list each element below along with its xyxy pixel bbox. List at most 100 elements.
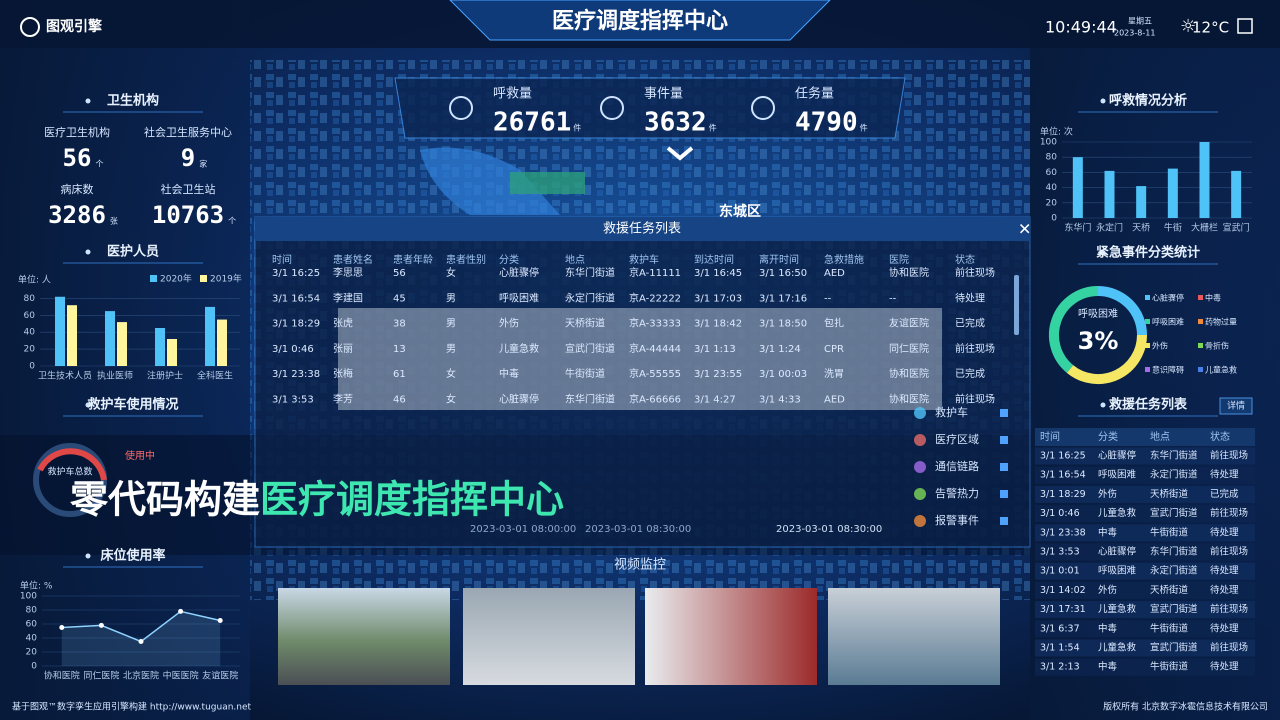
- y-tick-label: 40: [26, 634, 38, 644]
- x-tick-label: 大栅栏: [1191, 222, 1218, 234]
- exit-icon[interactable]: [1237, 18, 1253, 34]
- table-cell: 外伤: [1098, 488, 1117, 500]
- legend-label: 药物过量: [1205, 317, 1237, 327]
- table-cell: 3/1 16:54: [1040, 470, 1086, 481]
- table-cell: 宣武门街道: [1150, 603, 1198, 615]
- table-cell: 张虎: [333, 318, 353, 330]
- layer-checkbox[interactable]: [1000, 463, 1008, 471]
- table-cell: 3/1 17:03: [694, 293, 742, 304]
- donut-arc: [1097, 286, 1147, 336]
- details-button[interactable]: [1219, 397, 1253, 415]
- video-feed[interactable]: [278, 588, 450, 685]
- column-header: 救护车: [629, 253, 659, 266]
- layer-label: 告警热力: [935, 486, 979, 500]
- x-tick-label: 牛街: [1164, 222, 1182, 234]
- table-cell: 3/1 1:13: [694, 344, 736, 355]
- collapse-arrow[interactable]: [666, 146, 694, 161]
- table-cell: 东华门街道: [1150, 450, 1198, 462]
- table-cell: 协和医院: [889, 367, 929, 380]
- stat-icon: [600, 96, 624, 120]
- x-tick-label: 注册护士: [147, 370, 183, 382]
- column-header: 到达时间: [694, 253, 734, 266]
- temperature: 12°C: [1192, 19, 1229, 37]
- point: [178, 608, 184, 614]
- donut-value: 3%: [1078, 327, 1119, 355]
- point: [138, 639, 144, 644]
- table-cell: 中毒: [1098, 661, 1118, 673]
- table-cell: 女: [446, 367, 456, 380]
- table-cell: 京A-55555: [629, 367, 681, 380]
- layer-checkbox[interactable]: [1000, 490, 1008, 498]
- y-tick-label: 80: [1046, 153, 1058, 163]
- row-bg: [1035, 601, 1255, 619]
- table-cell: 3/1 18:29: [272, 319, 320, 330]
- table-cell: 京A-22222: [629, 291, 681, 304]
- table-cell: 心脏骤停: [1098, 450, 1137, 462]
- table-cell: 3/1 1:24: [759, 344, 801, 355]
- layer-checkbox[interactable]: [1000, 409, 1008, 417]
- table-cell: 3/1 16:54: [272, 293, 320, 304]
- table-cell: 京A-33333: [629, 317, 681, 330]
- table-cell: 38: [393, 319, 406, 330]
- stat-label: 医疗卫生机构: [44, 125, 110, 139]
- table-cell: 3/1 0:01: [1040, 566, 1080, 577]
- table-cell: 呼吸困难: [1098, 470, 1137, 481]
- title-dot: [85, 249, 91, 255]
- layer-label: 通信链路: [935, 459, 979, 473]
- y-tick-label: 60: [1046, 168, 1058, 178]
- table-cell: 同仁医院: [889, 342, 929, 355]
- layer-checkbox[interactable]: [1000, 436, 1008, 444]
- row-bg: [1035, 485, 1255, 503]
- title-dot: [85, 98, 91, 104]
- footer-text: 基于图观™数字孪生应用引擎构建 http://www.tuguan.net: [12, 701, 252, 713]
- table-cell: 46: [393, 395, 406, 406]
- table-cell: 牛街街道: [1150, 526, 1189, 538]
- layer-checkbox[interactable]: [1000, 517, 1008, 525]
- table-cell: 3/1 18:42: [694, 319, 742, 330]
- bar: [1104, 170, 1115, 218]
- panel-title: 紧急事件分类统计: [1096, 245, 1200, 261]
- table-cell: 天桥街道: [1150, 584, 1189, 596]
- video-feed[interactable]: [645, 588, 817, 685]
- video-feed[interactable]: [828, 588, 1000, 685]
- table-cell: 京A-66666: [629, 393, 681, 406]
- bar: [217, 319, 227, 366]
- table-cell: 京A-44444: [629, 342, 681, 355]
- legend-swatch: [1145, 319, 1150, 324]
- table-cell: 心脏骤停: [499, 266, 539, 279]
- stat-unit: 件: [709, 123, 717, 133]
- scrollbar[interactable]: [1014, 275, 1019, 335]
- stat-icon: [751, 96, 775, 120]
- table-cell: 待处理: [1210, 584, 1239, 596]
- table-cell: 宣武门街道: [565, 342, 615, 355]
- table-cell: 前往现场: [1210, 507, 1248, 519]
- table-cell: 3/1 17:16: [759, 293, 807, 304]
- right-panel: [1030, 0, 1280, 720]
- table-cell: 洗胃: [824, 368, 844, 380]
- point: [217, 618, 223, 623]
- table-cell: 3/1 3:53: [272, 395, 314, 406]
- legend-swatch: [1145, 367, 1150, 372]
- layer-label: 报警事件: [935, 513, 979, 527]
- footer-text: 版权所有 北京数字冰雹信息技术有限公司: [1103, 701, 1268, 713]
- table-cell: CPR: [824, 344, 844, 355]
- close-button[interactable]: ✕: [1018, 220, 1031, 239]
- video-feed[interactable]: [463, 588, 635, 685]
- table-cell: 待处理: [1210, 469, 1239, 481]
- table-cell: 3/1 2:13: [1040, 662, 1080, 673]
- table-cell: 牛街街道: [1150, 661, 1189, 673]
- legend-swatch: [150, 275, 157, 282]
- legend-label: 儿童急救: [1205, 365, 1237, 375]
- table-cell: 协和医院: [889, 266, 929, 279]
- bar: [1199, 142, 1210, 218]
- bar: [155, 328, 165, 366]
- column-header: 状态: [955, 253, 975, 266]
- title-dot: [85, 402, 91, 408]
- panel-title: 呼救情况分析: [1109, 93, 1187, 109]
- stat-unit: 家: [199, 159, 207, 169]
- table-cell: 女: [446, 393, 456, 406]
- stat-label: 事件量: [644, 87, 683, 102]
- y-tick-label: 80: [24, 294, 36, 304]
- row-bg: [1035, 562, 1255, 580]
- y-tick-label: 0: [29, 362, 35, 372]
